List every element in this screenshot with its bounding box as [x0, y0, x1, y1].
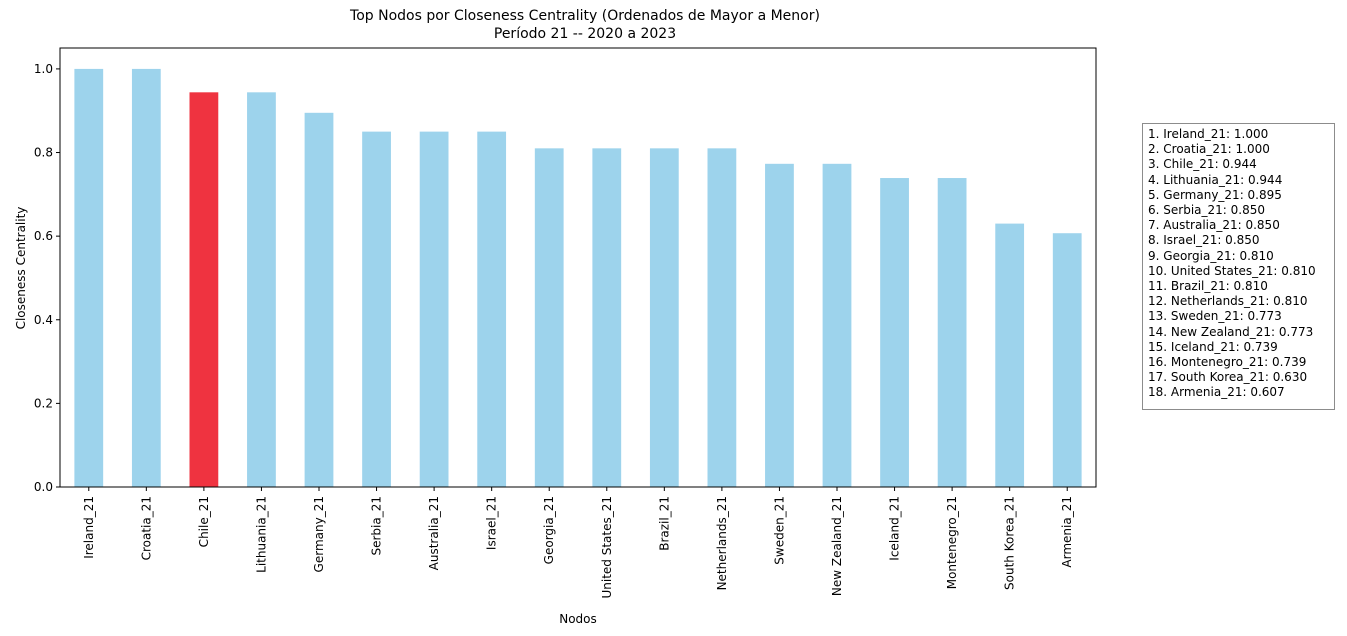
bar-sweden-21 — [765, 163, 794, 487]
x-tick-label: Iceland_21 — [888, 496, 902, 561]
y-axis-label: Closeness Centrality — [14, 207, 28, 330]
x-tick-label: United States_21 — [600, 496, 614, 599]
x-tick-label: Georgia_21 — [542, 496, 556, 564]
x-axis-label: Nodos — [559, 612, 597, 626]
legend-entry: 15. Iceland_21: 0.739 — [1148, 339, 1278, 354]
bar-armenia-21 — [1052, 233, 1082, 487]
bar-croatia-21 — [131, 68, 161, 488]
plot-frame — [59, 47, 1097, 488]
chart-title: Top Nodos por Closeness Centrality (Orde… — [349, 8, 820, 24]
legend-entry: 18. Armenia_21: 0.607 — [1148, 385, 1285, 400]
x-tick-label: Netherlands_21 — [715, 496, 729, 590]
bar-ireland-21 — [74, 68, 104, 488]
bar-serbia-21 — [362, 131, 391, 487]
x-tick-label: Brazil_21 — [657, 496, 671, 551]
x-tick-label: Ireland_21 — [82, 496, 96, 559]
legend-entry: 8. Israel_21: 0.850 — [1148, 233, 1260, 248]
x-tick-label: Croatia_21 — [139, 496, 153, 560]
legend-entry: 10. United States_21: 0.810 — [1148, 263, 1316, 278]
legend-entry: 17. South Korea_21: 0.630 — [1148, 370, 1308, 385]
chart-subtitle: Período 21 -- 2020 a 2023 — [494, 26, 676, 42]
y-tick-label: 0.6 — [34, 229, 53, 243]
x-tick-label: Chile_21 — [197, 496, 211, 547]
x-tick-label: Australia_21 — [427, 496, 441, 570]
y-tick-label: 0.2 — [34, 396, 53, 410]
legend-entry: 2. Croatia_21: 1.000 — [1148, 142, 1270, 157]
ranking-legend: 1. Ireland_21: 1.000 2. Croatia_21: 1.000… — [1142, 123, 1335, 410]
bar-new-zealand-21 — [822, 163, 852, 487]
x-axis: Ireland_21 Croatia_21 Chile_21 Lithuania_21… — [82, 487, 1074, 599]
legend-entry: 4. Lithuania_21: 0.944 — [1148, 172, 1283, 187]
x-tick-label: Armenia_21 — [1060, 496, 1074, 568]
legend-entry: 5. Germany_21: 0.895 — [1148, 187, 1282, 202]
bar-israel-21 — [477, 131, 507, 487]
x-tick-label: South Korea_21 — [1003, 496, 1017, 590]
legend-entry: 7. Australia_21: 0.850 — [1148, 218, 1280, 233]
bar-iceland-21 — [880, 178, 909, 487]
x-tick-label: Lithuania_21 — [254, 496, 268, 573]
legend-entry: 16. Montenegro_21: 0.739 — [1148, 355, 1307, 370]
bar-south-korea-21 — [995, 223, 1025, 487]
bars-group — [74, 68, 1082, 488]
x-tick-label: Israel_21 — [485, 496, 499, 550]
y-axis: 0.0 0.2 0.4 0.6 0.8 1.0 — [34, 62, 60, 494]
legend-entry: 9. Georgia_21: 0.810 — [1148, 248, 1274, 263]
bar-germany-21 — [304, 112, 334, 488]
bar-georgia-21 — [534, 148, 564, 488]
legend-entry: 11. Brazil_21: 0.810 — [1148, 279, 1268, 294]
bar-brazil-21 — [649, 148, 679, 488]
bar-chile-21 — [189, 92, 219, 488]
legend-entry: 13. Sweden_21: 0.773 — [1148, 309, 1282, 324]
legend-entry: 1. Ireland_21: 1.000 — [1148, 127, 1269, 141]
x-tick-label: New Zealand_21 — [830, 496, 844, 596]
x-tick-label: Serbia_21 — [370, 496, 384, 556]
bar-united-states-21 — [592, 148, 622, 488]
bar-netherlands-21 — [707, 148, 737, 488]
y-tick-label: 1.0 — [34, 62, 53, 76]
bar-montenegro-21 — [937, 178, 967, 487]
legend-entry: 12. Netherlands_21: 0.810 — [1148, 294, 1308, 309]
bar-australia-21 — [419, 131, 449, 487]
x-tick-label: Montenegro_21 — [945, 496, 959, 589]
legend-entry: 14. New Zealand_21: 0.773 — [1148, 324, 1314, 339]
legend-entry: 3. Chile_21: 0.944 — [1148, 157, 1257, 172]
y-tick-label: 0.4 — [34, 313, 53, 327]
bar-lithuania-21 — [247, 92, 276, 488]
y-tick-label: 0.0 — [34, 480, 53, 494]
legend-entry: 6. Serbia_21: 0.850 — [1148, 203, 1265, 218]
x-tick-label: Sweden_21 — [772, 496, 786, 565]
x-tick-label: Germany_21 — [312, 496, 326, 572]
y-tick-label: 0.8 — [34, 146, 53, 160]
